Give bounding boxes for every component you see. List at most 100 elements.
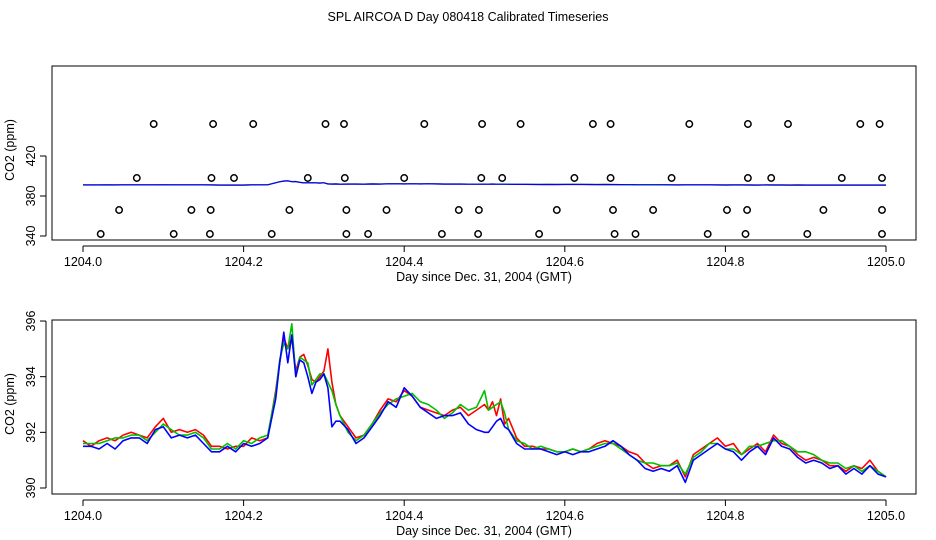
bottom-panel: 1204.0 1204.2 1204.4 1204.6 1204.8 1205.0 390… [3, 311, 917, 538]
calibration-point [878, 206, 886, 214]
calibration-point [743, 206, 752, 214]
top-plot-frame [51, 65, 917, 241]
bottom-line-series [82, 322, 887, 484]
top-x-tick-label: 1204.8 [706, 255, 744, 269]
calibration-point [230, 174, 238, 182]
bottom-y-tick-label: 390 [24, 478, 38, 499]
calibration-point [606, 120, 615, 128]
bottom-series-green-line [83, 322, 887, 478]
calibration-point [400, 174, 409, 182]
top-x-tick-label: 1204.4 [385, 255, 423, 269]
calibration-point [535, 230, 544, 238]
calibration-point [382, 206, 391, 214]
top-x-tick-label: 1204.6 [546, 255, 584, 269]
top-x-axis: 1204.0 1204.2 1204.4 1204.6 1204.8 1205.0 [64, 245, 905, 269]
calibration-point [187, 206, 196, 214]
top-panel: 1204.0 1204.2 1204.4 1204.6 1204.8 1205.0 340… [3, 65, 917, 284]
calibration-point [96, 230, 105, 238]
calibration-point [878, 174, 886, 182]
bottom-y-tick-label: 392 [24, 422, 38, 443]
calibration-point [454, 206, 463, 214]
calibration-point [149, 120, 158, 128]
bottom-y-tick-label: 394 [24, 366, 38, 387]
calibration-point [478, 120, 487, 128]
calibration-point [685, 120, 694, 128]
bottom-x-tick-label: 1204.8 [706, 509, 744, 523]
calibration-point [437, 230, 446, 238]
calibration-point [837, 174, 846, 182]
calibration-point [340, 120, 348, 128]
calibration-point [206, 206, 215, 214]
top-y-tick-label: 380 [24, 186, 38, 207]
calibration-point [285, 206, 294, 214]
bottom-x-tick-label: 1204.2 [224, 509, 262, 523]
top-y-axis-label: CO2 (ppm) [3, 119, 17, 181]
bottom-x-axis: 1204.0 1204.2 1204.4 1204.6 1204.8 1205.0 [64, 499, 905, 523]
calibration-point [743, 120, 752, 128]
calibration-point [878, 230, 886, 238]
bottom-plot-frame [51, 319, 917, 495]
calibration-point [856, 120, 865, 128]
calibration-point [516, 120, 525, 128]
calibration-point [474, 230, 483, 238]
bottom-x-axis-label: Day since Dec. 31, 2004 (GMT) [396, 524, 572, 538]
calibration-point [819, 206, 828, 214]
calibration-point [588, 120, 597, 128]
calibration-point [364, 230, 373, 238]
calibration-point [552, 206, 561, 214]
calibration-point [115, 206, 124, 214]
calibration-point [342, 230, 351, 238]
top-y-tick-label: 420 [24, 146, 38, 167]
calibration-point [767, 174, 776, 182]
bottom-x-tick-label: 1204.6 [546, 509, 584, 523]
bottom-x-tick-label: 1205.0 [867, 509, 905, 523]
bottom-x-tick-label: 1204.0 [64, 509, 102, 523]
bottom-y-tick-label: 396 [24, 311, 38, 332]
calibration-point [342, 206, 351, 214]
calibration-point [207, 174, 216, 182]
calibration-point [631, 230, 640, 238]
calibration-point [743, 174, 752, 182]
bottom-y-axis-label: CO2 (ppm) [3, 373, 17, 435]
bottom-y-axis: 390 392 394 396 [24, 311, 47, 499]
top-x-tick-label: 1204.2 [224, 255, 262, 269]
calibration-point [723, 206, 731, 214]
calibration-point [649, 206, 658, 214]
bottom-x-tick-label: 1204.4 [385, 509, 423, 523]
calibration-point [209, 120, 218, 128]
calibration-point [169, 230, 178, 238]
calibration-point [249, 120, 258, 128]
top-scatter-series [96, 120, 886, 238]
top-line-series [83, 180, 886, 186]
calibration-point [498, 174, 507, 182]
calibration-point [609, 206, 617, 214]
bottom-series-red-line [82, 336, 887, 478]
top-x-axis-label: Day since Dec. 31, 2004 (GMT) [396, 270, 572, 284]
calibration-point [610, 230, 619, 238]
top-y-axis: 340 380 420 [24, 146, 47, 247]
calibration-point [606, 174, 615, 182]
calibration-point [321, 120, 330, 128]
calibration-point [340, 174, 349, 182]
calibration-point [132, 174, 141, 182]
calibration-point [303, 174, 312, 182]
calibration-point [741, 230, 750, 238]
calibration-point [420, 120, 429, 128]
calibration-point [703, 230, 712, 238]
figure-title: SPL AIRCOA D Day 080418 Calibrated Times… [328, 10, 609, 24]
calibration-point [474, 206, 483, 214]
calibration-point [667, 174, 676, 182]
bottom-series-blue-line [83, 331, 887, 484]
top-x-tick-label: 1205.0 [867, 255, 905, 269]
calibration-point [875, 120, 884, 128]
calibration-point [784, 120, 792, 128]
top-x-tick-label: 1204.0 [64, 255, 102, 269]
top-y-tick-label: 340 [24, 226, 38, 247]
top-series-blue-line [83, 180, 886, 186]
calibration-point [267, 230, 276, 238]
calibration-point [570, 174, 579, 182]
calibration-point [205, 230, 214, 238]
calibration-point [803, 230, 812, 238]
calibration-point [477, 174, 486, 182]
